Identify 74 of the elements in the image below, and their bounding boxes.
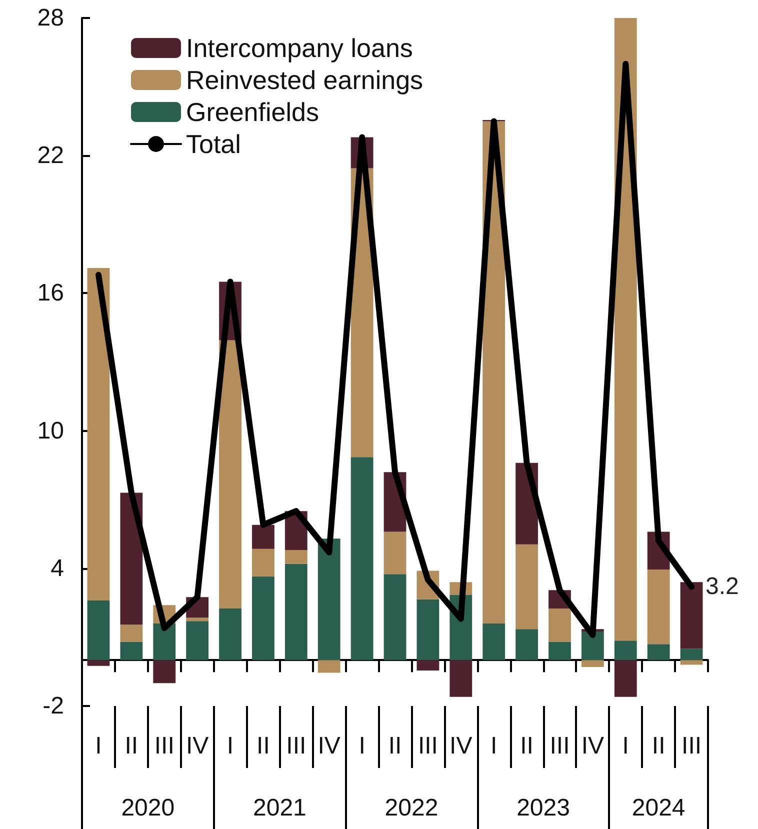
x-tick-label: IV: [450, 732, 472, 760]
bar: [120, 492, 143, 625]
y-tick-label: 10: [37, 417, 64, 444]
bar: [284, 564, 308, 660]
bar: [647, 570, 670, 644]
text: 2021: [252, 794, 306, 822]
bar: [186, 621, 209, 660]
x-tick-label: II: [256, 732, 270, 760]
x-tick-label: I: [358, 732, 366, 760]
bar: [384, 532, 406, 574]
x-tick-label: II: [388, 732, 402, 760]
text: 2020: [121, 794, 175, 822]
bar: [680, 660, 703, 665]
legend-label: Reinvested earnings: [186, 65, 424, 95]
x-tick-label: I: [226, 732, 234, 760]
x-tick-label: IV: [318, 732, 340, 760]
bar: [416, 660, 440, 670]
bar: [153, 623, 176, 660]
x-tick-label: III: [550, 732, 570, 760]
bar: [186, 618, 209, 622]
bar: [153, 660, 176, 684]
x-tick-label: II: [652, 732, 666, 760]
bar: [516, 544, 538, 630]
text: 2022: [384, 794, 438, 822]
text: 2023: [516, 794, 570, 822]
bar: [416, 599, 440, 660]
x-tick-label: III: [682, 732, 702, 760]
bar: [350, 457, 374, 660]
x-tick-label: I: [490, 732, 498, 760]
y-tick-label: 16: [37, 280, 64, 307]
bar: [219, 340, 242, 609]
bar: [548, 608, 571, 642]
bar: [680, 582, 703, 649]
bar: [384, 574, 406, 660]
legend-label: Greenfields: [186, 97, 319, 127]
bar: [318, 538, 340, 660]
bar: [219, 608, 242, 660]
x-tick-label: I: [622, 732, 629, 760]
bar: [450, 660, 472, 697]
bar: [120, 624, 143, 642]
x-tick-label: II: [124, 732, 138, 760]
x-tick-label: III: [418, 732, 438, 760]
bar: [252, 548, 274, 576]
bar: [482, 623, 506, 660]
bar: [581, 631, 604, 660]
bar: [548, 642, 571, 660]
y-tick-label: 4: [50, 554, 64, 582]
legend-label: Total: [186, 129, 241, 159]
bar: [516, 629, 538, 660]
bar: [87, 268, 110, 601]
bar: [252, 576, 274, 660]
bar: [647, 644, 670, 660]
bar: [87, 660, 110, 666]
x-tick-label: I: [95, 732, 102, 760]
x-tick-label: III: [154, 732, 174, 760]
bar: [614, 640, 637, 660]
x-tick-label: II: [520, 732, 534, 760]
bar: [284, 550, 308, 564]
y-tick-label: 28: [37, 4, 64, 32]
bar: [120, 642, 143, 660]
bar: [614, 660, 637, 697]
y-tick-label: 22: [37, 142, 64, 170]
bar: [252, 524, 274, 549]
x-tick-label: III: [286, 732, 306, 760]
bar: [680, 648, 703, 660]
legend-label: Intercompany loans: [186, 33, 413, 63]
bar: [581, 660, 604, 668]
x-tick-label: IV: [581, 732, 604, 760]
bar: [318, 660, 340, 673]
y-tick-label: -2: [42, 692, 64, 720]
data-label: 3.2: [706, 573, 739, 600]
text: 2024: [632, 794, 686, 822]
bar: [87, 600, 110, 660]
x-tick-label: IV: [186, 732, 209, 760]
